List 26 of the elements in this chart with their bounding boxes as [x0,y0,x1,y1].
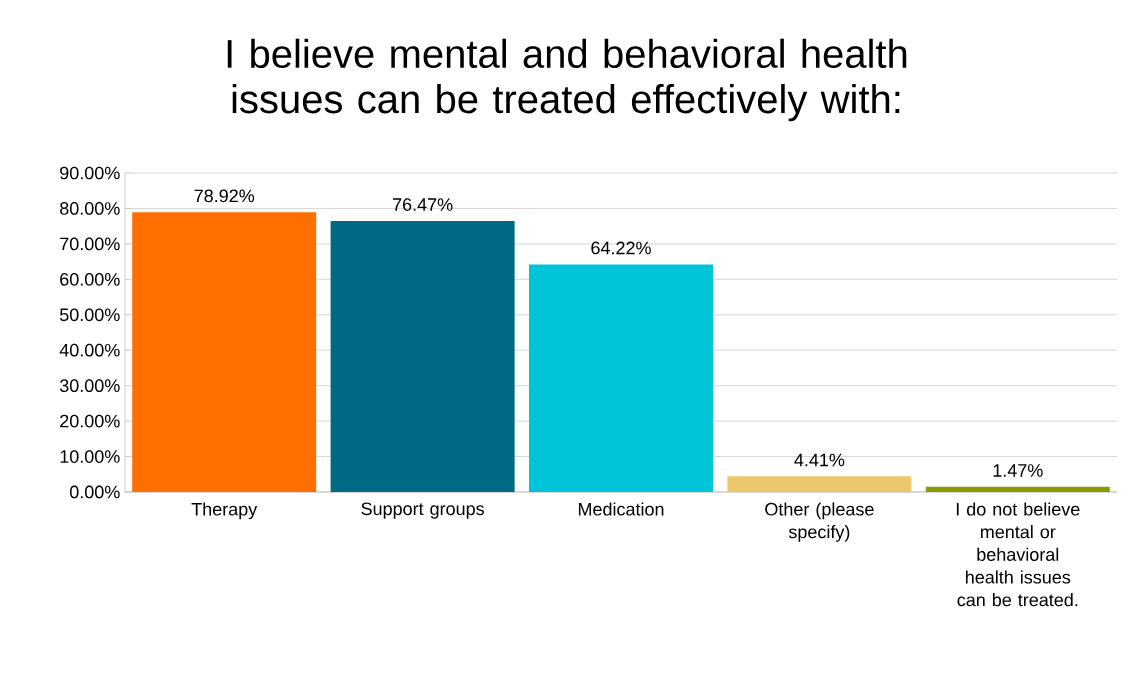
y-tick-label: 10.00% [60,450,120,463]
y-tick-label: 70.00% [60,237,120,251]
data-label: 1.47% [993,464,1043,477]
chart-title: I believe mental and behavioral health issues can be treated effectively with: [227,38,907,122]
bar [727,476,912,492]
y-tick-label: 30.00% [59,379,120,393]
x-tick-label: I do not believe mental or behavioral health issues can be treated. [956,502,1080,607]
x-tick-label: Therapy [191,502,258,520]
data-label: 78.92% [194,189,255,203]
y-tick-label: 20.00% [60,414,120,428]
y-tick-label: 0.00% [69,485,120,499]
y-tick-label: 60.00% [60,272,120,286]
data-label: 64.22% [591,241,651,255]
x-tick-label: Other (please specify) [765,502,874,542]
y-tick-label: 90.00% [60,166,120,180]
bar [925,486,1110,492]
y-tick-label: 50.00% [59,308,120,322]
data-label: 4.41% [794,453,845,467]
x-tick-label: Medication [578,502,664,516]
data-label: 76.47% [393,198,453,211]
bar [529,264,713,492]
y-tick-label: 80.00% [60,202,120,215]
bar [132,212,317,492]
x-tick-label: Support groups [361,502,484,519]
bar [330,220,515,492]
y-tick-label: 40.00% [59,343,120,357]
